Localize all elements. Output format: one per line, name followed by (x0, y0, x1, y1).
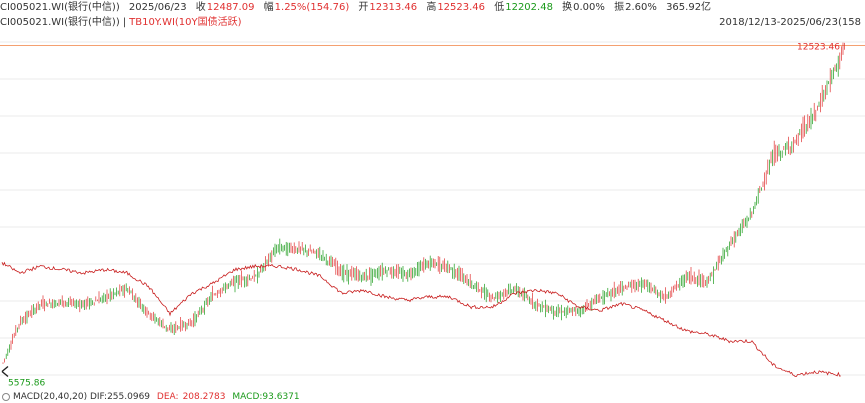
dea-label: DEA: (156, 392, 179, 402)
chart-grid (0, 41, 865, 376)
legend-separator: | (122, 17, 127, 28)
macd-value-label: MACD: (232, 392, 263, 402)
high-label: 高 (426, 2, 437, 13)
low-label: 低 (494, 2, 505, 13)
low-value: 12202.48 (505, 2, 553, 13)
open-label: 开 (358, 2, 369, 13)
high-value: 12523.46 (437, 2, 486, 13)
candlestick-series (2, 42, 845, 364)
yield-line (1, 261, 841, 378)
price-chart[interactable]: 12523.46 5575.86 (0, 30, 865, 390)
change-label: 幅 (263, 2, 274, 13)
turnover-value: 0.00% (573, 2, 605, 13)
amplitude-label: 振 (614, 2, 625, 13)
amplitude-value: 2.60% (625, 2, 657, 13)
legend-series-bank-index[interactable]: CI005021.WI(银行(中信)) (0, 17, 120, 28)
macd-bar: MACD(20,40,20) DIF:255.0969 DEA: 208.2783… (0, 391, 865, 403)
quote-date: 2025/06/23 (128, 2, 187, 13)
high-marker-label: 12523.46 (797, 43, 840, 53)
low-marker-label: 5575.86 (8, 378, 45, 388)
close-label: 收 (195, 2, 206, 13)
chart-legend: CI005021.WI(银行(中信)) | TB10Y.WI(10Y国债活跃) 20… (0, 16, 865, 30)
security-code: CI005021.WI(银行(中信)) (0, 2, 120, 13)
quote-header: CI005021.WI(银行(中信)) 2025/06/23 收12487.09… (0, 0, 865, 16)
turnover-label: 换 (562, 2, 573, 13)
low-marker-arrow (1, 365, 9, 378)
amount-value: 365.92亿 (666, 2, 712, 13)
macd-value: 93.6371 (262, 392, 300, 402)
settings-circle-icon[interactable] (2, 392, 10, 401)
close-value: 12487.09 (206, 2, 255, 13)
open-value: 12313.46 (369, 2, 418, 13)
date-range: 2018/12/13-2025/06/23(158 (719, 17, 861, 28)
macd-label: MACD(20,40,20) (13, 392, 88, 402)
dea-value: 208.2783 (182, 392, 226, 402)
dif-label: DIF: (89, 392, 108, 402)
change-value: 1.25%(154.76) (274, 2, 350, 13)
dif-value: 255.0969 (107, 392, 151, 402)
legend-series-bond-yield[interactable]: TB10Y.WI(10Y国债活跃) (129, 17, 242, 28)
